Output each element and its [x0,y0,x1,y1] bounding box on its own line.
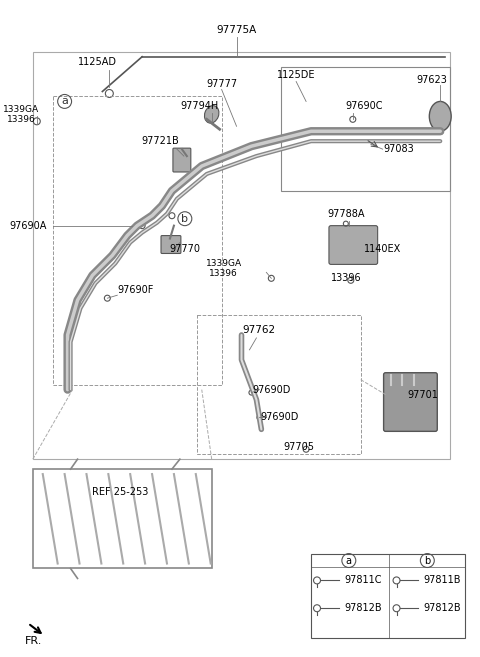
Text: 97770: 97770 [169,244,200,254]
FancyBboxPatch shape [161,236,181,254]
Text: 97701: 97701 [407,390,438,399]
Text: a: a [61,97,68,106]
Text: 1125DE: 1125DE [277,70,315,79]
Text: 13396: 13396 [209,269,238,278]
Text: 1140EX: 1140EX [364,244,401,254]
Text: 97775A: 97775A [216,25,257,35]
Text: 1125AD: 1125AD [78,57,117,66]
Text: 1339GA: 1339GA [205,259,241,268]
Text: 97811C: 97811C [344,576,382,585]
Text: 97812B: 97812B [344,603,382,613]
Text: 97690D: 97690D [252,384,290,395]
Text: 97721B: 97721B [141,136,179,146]
Text: 97690A: 97690A [9,221,47,231]
Text: 97762: 97762 [243,325,276,335]
Text: REF 25-253: REF 25-253 [92,487,148,497]
Text: FR.: FR. [25,636,42,646]
Text: 97705: 97705 [284,442,314,452]
Ellipse shape [429,101,451,131]
Text: 97794H: 97794H [180,101,219,112]
Text: 13396: 13396 [7,115,35,124]
FancyBboxPatch shape [384,373,437,432]
Text: 97083: 97083 [383,144,414,154]
FancyBboxPatch shape [173,148,191,172]
Text: 97811B: 97811B [423,576,461,585]
Text: b: b [181,214,188,223]
Ellipse shape [204,106,219,123]
Text: 97690C: 97690C [345,101,383,112]
Text: 97623: 97623 [417,74,448,85]
Text: 97690F: 97690F [117,285,153,295]
Text: a: a [346,556,352,566]
Text: 13396: 13396 [331,273,361,283]
FancyBboxPatch shape [329,225,378,264]
Text: 97788A: 97788A [327,209,365,219]
Text: 1339GA: 1339GA [3,105,39,114]
Text: 97777: 97777 [206,79,237,89]
Text: 97690D: 97690D [260,413,299,422]
Text: 97812B: 97812B [423,603,461,613]
Text: b: b [424,556,431,566]
